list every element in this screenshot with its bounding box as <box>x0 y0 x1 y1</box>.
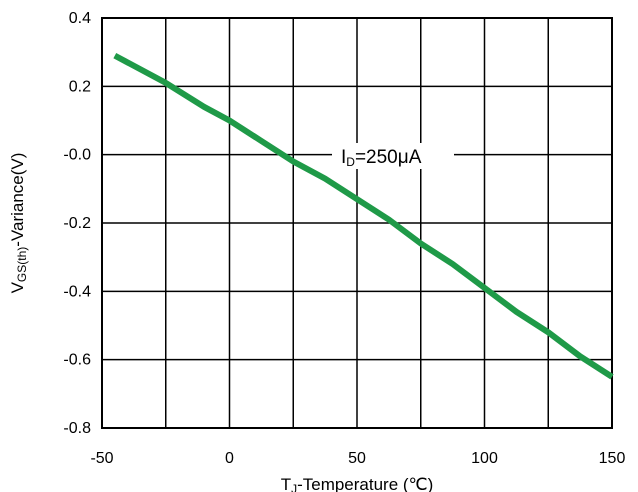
x-axis-label-main: T <box>281 475 291 492</box>
x-tick-label: 50 <box>348 450 366 467</box>
x-tick-label: 100 <box>471 450 498 467</box>
annotation-main: I <box>341 147 346 168</box>
y-tick-label: -0.8 <box>63 420 91 437</box>
x-axis-label: TJ-Temperature (℃) <box>281 475 434 492</box>
x-axis-label-rest: -Temperature (℃) <box>297 475 433 492</box>
x-tick-label: 150 <box>599 450 626 467</box>
y-tick-label: 0.4 <box>69 10 91 27</box>
annotation-background <box>332 143 454 169</box>
y-axis-label: VGS(th)-Variance(V) <box>8 153 29 294</box>
y-tick-label: -0.4 <box>63 283 91 300</box>
annotation-subscript: D <box>346 155 355 169</box>
annotation-rest: =250μA <box>355 147 422 168</box>
grid <box>102 18 612 428</box>
y-tick-label: 0.2 <box>69 78 91 95</box>
y-tick-label: -0.6 <box>63 352 91 369</box>
y-tick-label: -0.2 <box>63 215 91 232</box>
y-axis-label-rest: -Variance(V) <box>8 153 27 247</box>
y-tick-label: -0.0 <box>63 147 91 164</box>
series-line <box>113 52 614 380</box>
annotation-label: ID=250μA <box>341 147 422 169</box>
y-axis-label-subscript: GS(th) <box>15 247 29 282</box>
y-axis-label-main: V <box>8 281 27 293</box>
x-tick-labels: -50 0 50 100 150 <box>90 450 625 467</box>
y-tick-labels: 0.4 0.2 -0.0 -0.2 -0.4 -0.6 -0.8 <box>63 10 91 437</box>
series-layer <box>113 52 614 380</box>
x-tick-label: -50 <box>90 450 113 467</box>
x-axis-label-subscript: J <box>291 482 297 492</box>
annotation: ID=250μA <box>332 143 454 169</box>
x-tick-label: 0 <box>225 450 234 467</box>
plot-frame <box>101 17 613 429</box>
